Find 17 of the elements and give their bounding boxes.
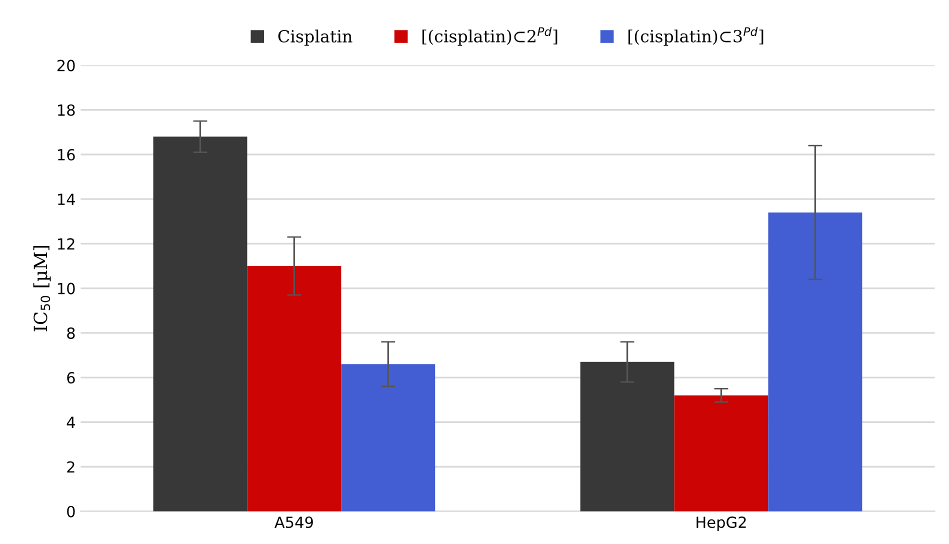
y-tick-label: 0 xyxy=(67,506,75,518)
y-tick-label: 18 xyxy=(58,104,75,116)
x-tick-label: HepG2 xyxy=(696,516,746,532)
legend-label: [(cisplatin)⊂3$^{Pd}$] xyxy=(628,26,764,46)
y-tick-label: 14 xyxy=(58,194,75,205)
x-tick-label: A549 xyxy=(274,516,313,528)
y-tick-label: 20 xyxy=(57,60,75,72)
y-tick-label: 2 xyxy=(67,461,74,473)
y-axis-title: IC$_{50}$ [µM] xyxy=(33,246,51,332)
y-tick-label: 8 xyxy=(67,327,75,339)
y-tick-label: 10 xyxy=(58,282,75,294)
y-tick-label: 12 xyxy=(58,238,74,250)
y-tick-label: 4 xyxy=(66,416,75,428)
y-tick-label: 16 xyxy=(58,148,75,161)
y-tick-label: 6 xyxy=(67,372,75,384)
legend-label: [(cisplatin)⊂2$^{Pd}$] xyxy=(422,26,558,46)
legend-label: Cisplatin xyxy=(278,30,352,46)
